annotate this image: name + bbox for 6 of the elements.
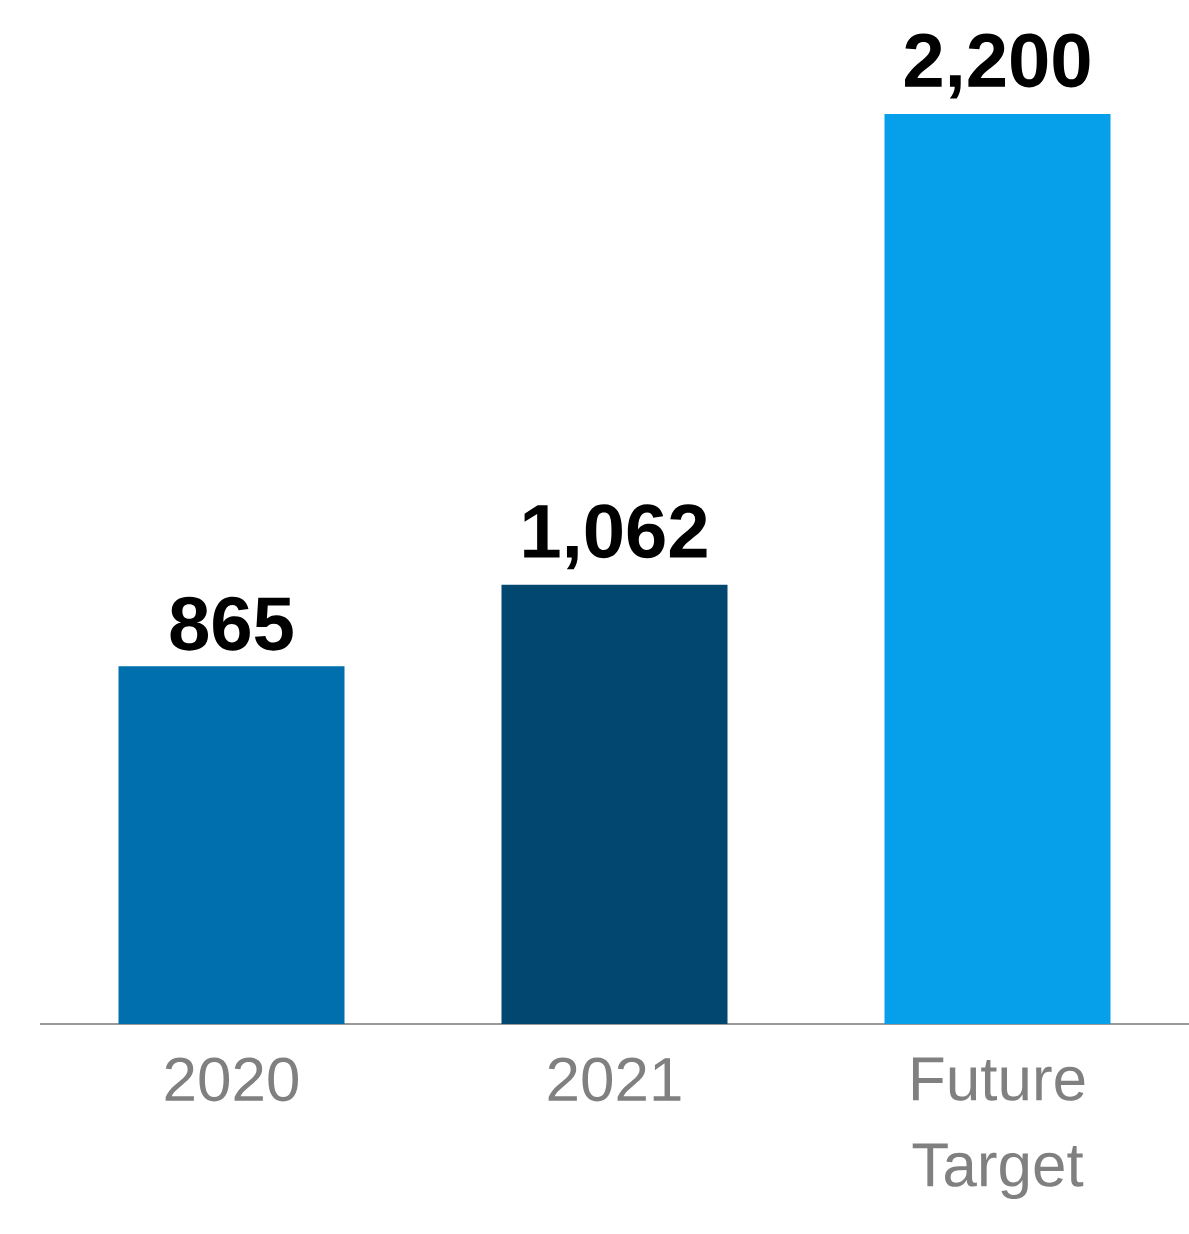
x-tick-label: Future Target: [912, 1057, 1085, 1200]
data-label: 1,062: [524, 504, 707, 570]
x-tick-label: 2021: [548, 1057, 681, 1102]
data-label: 865: [170, 596, 293, 651]
x-tick-label: 2020: [165, 1057, 299, 1102]
data-label: 2,200: [905, 33, 1090, 99]
